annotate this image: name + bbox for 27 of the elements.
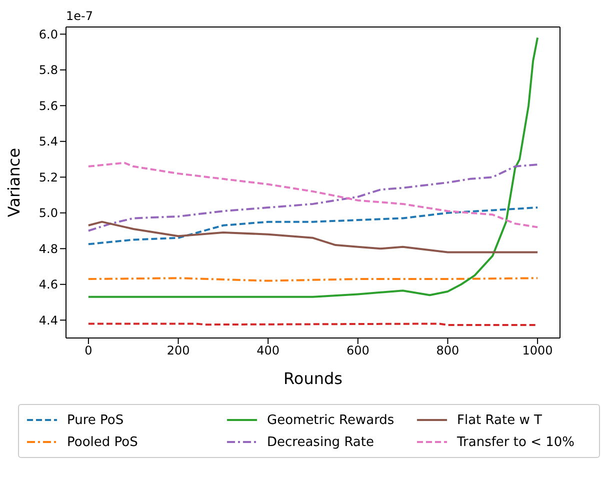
y-tick-label: 5.6 — [38, 98, 58, 113]
y-axis-title: Variance — [4, 148, 24, 218]
x-tick-label: 400 — [256, 344, 280, 358]
x-tick-label: 600 — [346, 344, 370, 358]
x-tick-label: 0 — [84, 344, 92, 358]
x-tick-label: 200 — [166, 344, 190, 358]
line-series — [87, 220, 539, 254]
y-tick-label: 4.8 — [38, 242, 58, 256]
line-series — [87, 36, 539, 298]
legend-label: Pure PoS — [67, 412, 124, 428]
legend-label: Flat Rate w T — [457, 412, 542, 428]
legend-label: Decreasing Rate — [267, 434, 374, 450]
y-tick-label: 4.4 — [38, 313, 58, 328]
legend-label: Geometric Rewards — [267, 412, 394, 428]
x-tick-label: 800 — [436, 344, 460, 358]
legend-label: Transfer to < 10% — [457, 434, 575, 450]
y-tick-label: 5.2 — [38, 170, 58, 184]
y-tick-label: 5.0 — [38, 206, 58, 220]
y-tick-label: 5.4 — [38, 134, 58, 149]
y-tick-label: 5.8 — [38, 63, 58, 78]
line-series — [87, 206, 539, 246]
y-tick-label: 6.0 — [38, 27, 58, 42]
x-axis-title: Rounds — [284, 369, 342, 388]
y-tick-label: 4.6 — [38, 278, 58, 292]
x-tick-label: 1000 — [522, 344, 553, 358]
legend-label: Pooled PoS — [67, 434, 138, 450]
text: 1e-7 — [66, 9, 93, 23]
